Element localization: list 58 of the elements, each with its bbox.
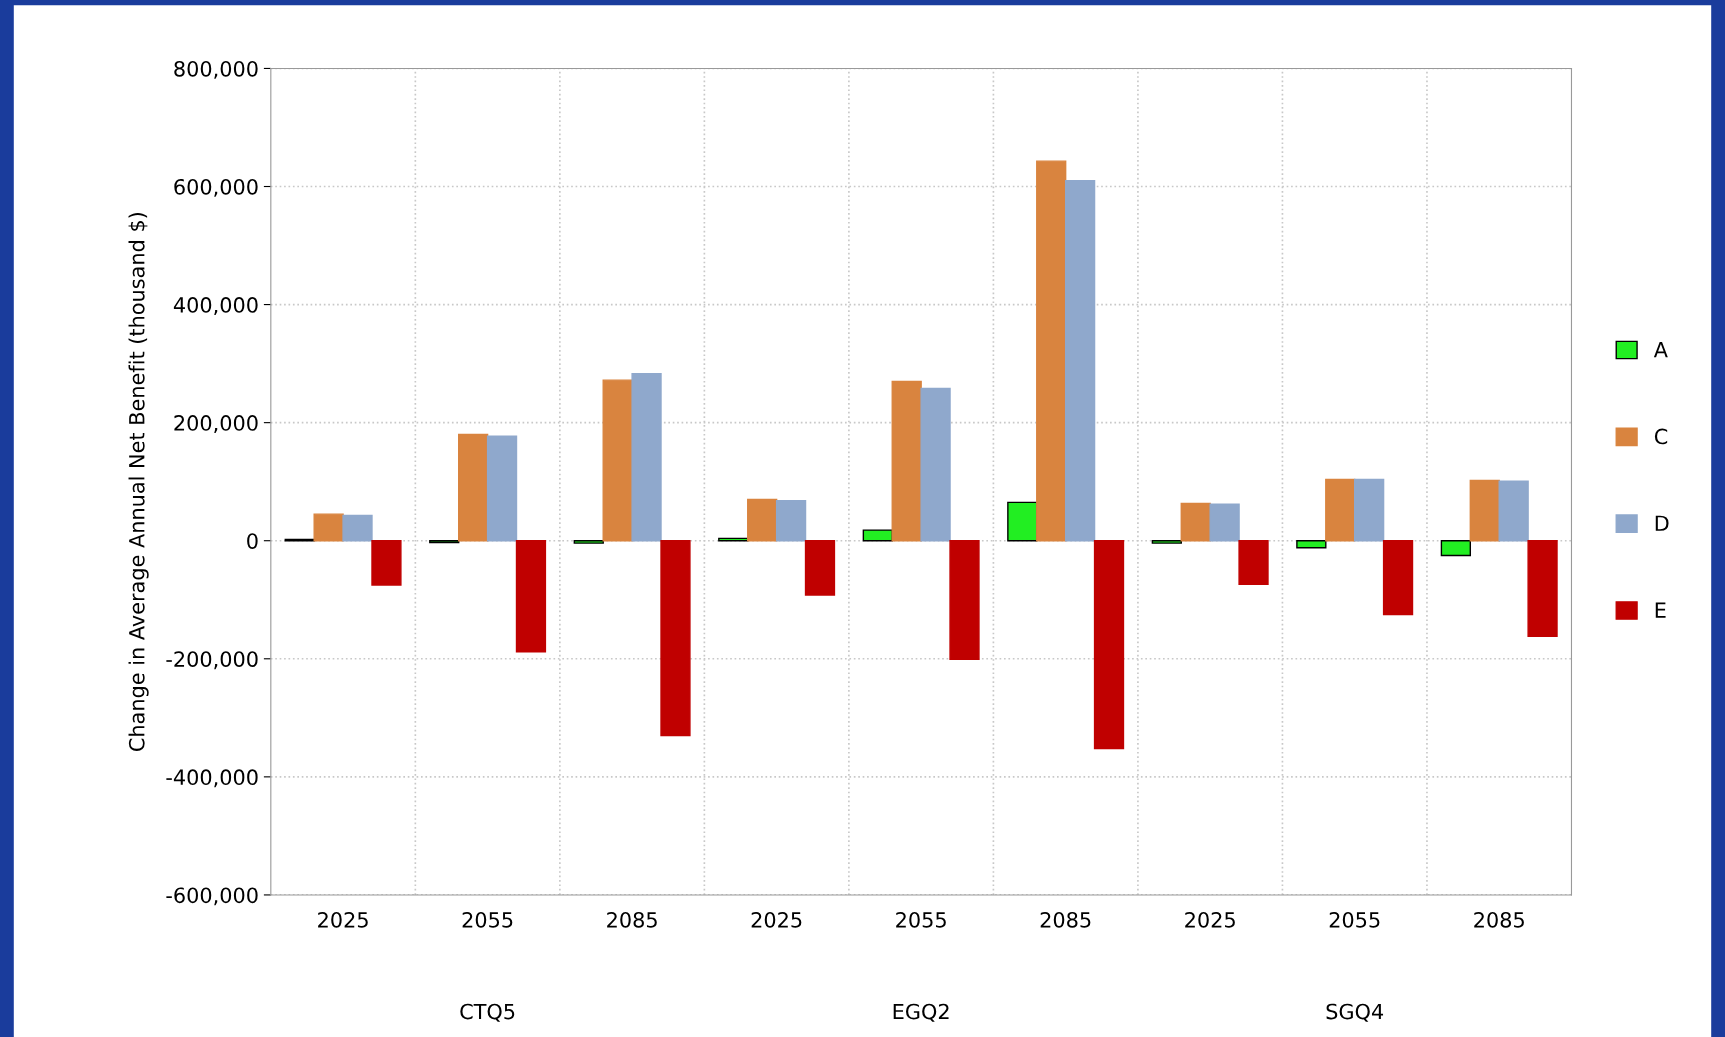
bar: [342, 514, 373, 542]
bar: [1325, 478, 1356, 542]
text: CTQ5: [460, 1003, 515, 1022]
y-tick-label: -600,000: [166, 887, 258, 906]
bar: [1354, 478, 1385, 542]
bar: [1209, 503, 1240, 542]
y-tick-label: -200,000: [166, 651, 258, 670]
bar: [486, 435, 518, 542]
bar: [1440, 540, 1472, 557]
y-tick-label: 400,000: [173, 297, 258, 315]
y-tick-label: 600,000: [174, 178, 258, 197]
bar: [1469, 479, 1500, 542]
bar: [1498, 480, 1529, 542]
y-axis-title: Change in Average Annual Net Benefit (thousand $): [128, 213, 149, 751]
bar: [949, 540, 980, 661]
bar: [1527, 540, 1558, 638]
bar: [573, 540, 604, 544]
bar: [1296, 540, 1327, 549]
legend-label: D: [1655, 515, 1669, 531]
y-tick-label: 0: [247, 533, 258, 549]
x-tick-label: 2055: [896, 911, 946, 928]
legend-label: C: [1654, 428, 1668, 445]
bar: [660, 540, 691, 737]
bar: [1093, 540, 1125, 750]
x-tick-label: 2085: [1040, 911, 1091, 928]
legend-label: E: [1655, 602, 1666, 618]
bar: [631, 372, 662, 542]
x-tick-label: 2085: [607, 911, 657, 928]
bar: [371, 540, 402, 586]
bar: [862, 529, 893, 542]
bar: [1036, 160, 1067, 542]
x-tick-label: 2025: [318, 911, 368, 928]
bar: [1007, 501, 1038, 542]
bar: [1180, 502, 1211, 542]
x-tick-label: 2025: [1185, 911, 1235, 928]
text: EGQ2: [893, 1003, 949, 1022]
bar: [458, 433, 489, 542]
y-tick-label: -400,000: [166, 769, 258, 788]
bar: [602, 379, 633, 542]
bar: [313, 513, 344, 542]
x-tick-label: 2055: [1329, 911, 1380, 928]
bar: [1382, 540, 1414, 616]
x-tick-label: 2085: [1474, 911, 1524, 928]
bar: [1064, 179, 1096, 542]
bar: [515, 540, 547, 653]
bar: [891, 380, 922, 542]
legend-label: A: [1653, 342, 1668, 358]
x-tick-label: 2025: [751, 911, 802, 928]
bar: [804, 540, 836, 596]
bar: [775, 499, 807, 542]
text: SGQ4: [1326, 1003, 1384, 1022]
x-tick-label: 2055: [462, 911, 513, 928]
y-tick-label: 800,000: [174, 60, 258, 79]
bar: [747, 498, 778, 542]
bar: [920, 387, 951, 542]
bar: [1151, 540, 1182, 544]
y-tick-label: 200,000: [174, 415, 258, 433]
bar: [1238, 540, 1269, 586]
